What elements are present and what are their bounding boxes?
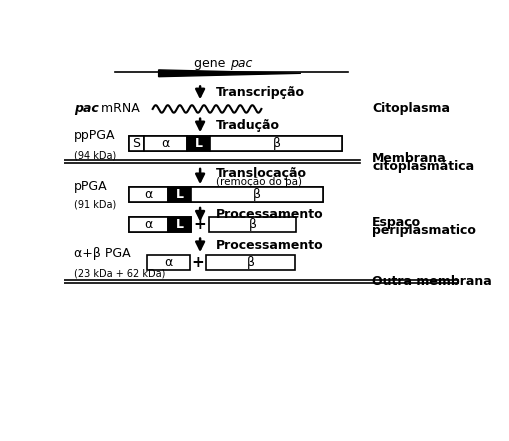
Text: β: β — [248, 218, 256, 231]
Polygon shape — [158, 70, 300, 77]
Text: (23 kDa + 62 kDa): (23 kDa + 62 kDa) — [73, 268, 165, 278]
Text: Membrana: Membrana — [372, 152, 446, 164]
Text: α: α — [145, 188, 153, 201]
Text: α: α — [161, 137, 169, 150]
Text: L: L — [176, 188, 184, 201]
Text: β: β — [246, 256, 254, 269]
Text: gene: gene — [194, 56, 229, 70]
Bar — [210, 136, 342, 151]
Bar — [129, 217, 191, 232]
Bar — [129, 136, 342, 151]
Text: β: β — [272, 137, 280, 150]
Bar — [129, 187, 322, 202]
Bar — [168, 217, 191, 232]
Text: α+β PGA: α+β PGA — [73, 247, 130, 260]
Text: Citoplasma: Citoplasma — [372, 102, 449, 116]
Bar — [168, 187, 191, 202]
Text: (remoção do pa): (remoção do pa) — [215, 177, 301, 187]
Text: α: α — [164, 256, 172, 269]
Bar — [191, 187, 322, 202]
Text: Translocação: Translocação — [215, 167, 306, 180]
Bar — [129, 187, 168, 202]
Bar — [144, 136, 187, 151]
Bar — [147, 255, 190, 270]
Text: (91 kDa): (91 kDa) — [73, 200, 116, 209]
Text: Processamento: Processamento — [215, 239, 323, 252]
Bar — [187, 136, 210, 151]
Text: pac: pac — [229, 56, 251, 70]
Text: S: S — [132, 137, 140, 150]
Bar — [206, 255, 294, 270]
Text: (94 kDa): (94 kDa) — [73, 150, 116, 160]
Text: +: + — [193, 217, 206, 232]
Text: ppPGA: ppPGA — [73, 129, 115, 142]
Text: Transcripção: Transcripção — [215, 86, 304, 100]
Text: mRNA: mRNA — [96, 102, 139, 116]
Text: Tradução: Tradução — [215, 119, 279, 132]
Text: pac: pac — [73, 102, 98, 116]
Text: Processamento: Processamento — [215, 208, 323, 221]
Text: pPGA: pPGA — [73, 180, 107, 193]
Bar — [209, 217, 296, 232]
Bar — [129, 217, 168, 232]
Text: L: L — [194, 137, 203, 150]
Text: periplasmatico: periplasmatico — [372, 224, 475, 237]
Text: +: + — [190, 255, 203, 270]
Bar — [129, 136, 144, 151]
Text: β: β — [252, 188, 261, 201]
Text: citoplasmática: citoplasmática — [372, 160, 473, 173]
Text: L: L — [176, 218, 184, 231]
Text: Espaço: Espaço — [372, 216, 420, 228]
Text: Outra membrana: Outra membrana — [372, 275, 491, 288]
Text: α: α — [145, 218, 153, 231]
